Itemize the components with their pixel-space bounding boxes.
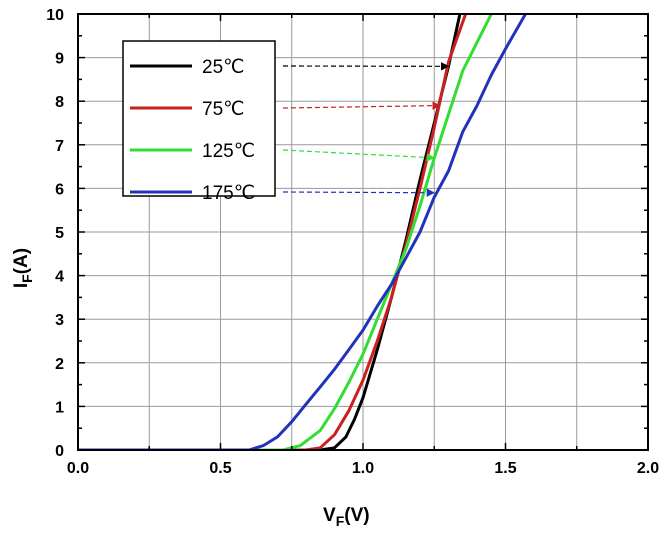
legend-label-1: 75℃ [202, 99, 244, 120]
legend-label-3: 175℃ [202, 183, 255, 204]
series-line-2 [78, 14, 493, 450]
y-tick-label: 4 [55, 269, 64, 286]
y-tick-label: 1 [55, 399, 64, 416]
x-tick-label: 1.0 [352, 460, 374, 477]
x-tick-label: 0.0 [67, 460, 89, 477]
legend-label-2: 125℃ [202, 141, 255, 162]
y-tick-label: 0 [55, 443, 64, 460]
y-tick-label: 10 [46, 7, 64, 24]
legend: 25℃ 75℃ 125℃ 175℃ [122, 40, 276, 204]
ticks [77, 13, 649, 451]
series-line-1 [78, 14, 468, 450]
annotation-arrows [282, 62, 450, 197]
y-tick-label: 7 [55, 138, 64, 155]
y-axis-title-main: I [11, 283, 32, 288]
x-tick-label: 2.0 [637, 460, 659, 477]
y-tick-label: 6 [55, 181, 64, 198]
x-tick-label: 1.5 [494, 460, 516, 477]
x-axis-title-sub: F [336, 513, 345, 529]
x-axis-title-main: V [323, 505, 336, 526]
x-tick-label: 0.5 [209, 460, 231, 477]
x-axis-title: VF(V) [323, 505, 370, 529]
y-axis-title-unit: (A) [11, 248, 32, 274]
tick-labels: 0.0 0.5 1.0 1.5 2.0 0 1 2 3 4 5 6 7 8 9 10 [46, 7, 659, 477]
y-tick-label: 5 [55, 225, 64, 242]
y-tick-label: 2 [55, 356, 64, 373]
y-axis-title-sub: F [19, 274, 35, 283]
annotation-arrow-1 [282, 101, 441, 110]
legend-label-0: 25℃ [202, 57, 244, 78]
annotation-arrow-3 [282, 188, 436, 197]
y-tick-label: 9 [55, 51, 64, 68]
x-axis-title-unit: (V) [344, 505, 369, 526]
y-tick-label: 3 [55, 312, 64, 329]
series-line-3 [78, 14, 527, 450]
curves [78, 14, 527, 450]
annotation-arrow-2 [282, 149, 436, 162]
y-axis-title: IF(A) [11, 248, 35, 288]
grid [78, 14, 648, 450]
legend-box [122, 40, 276, 197]
y-tick-label: 8 [55, 94, 64, 111]
